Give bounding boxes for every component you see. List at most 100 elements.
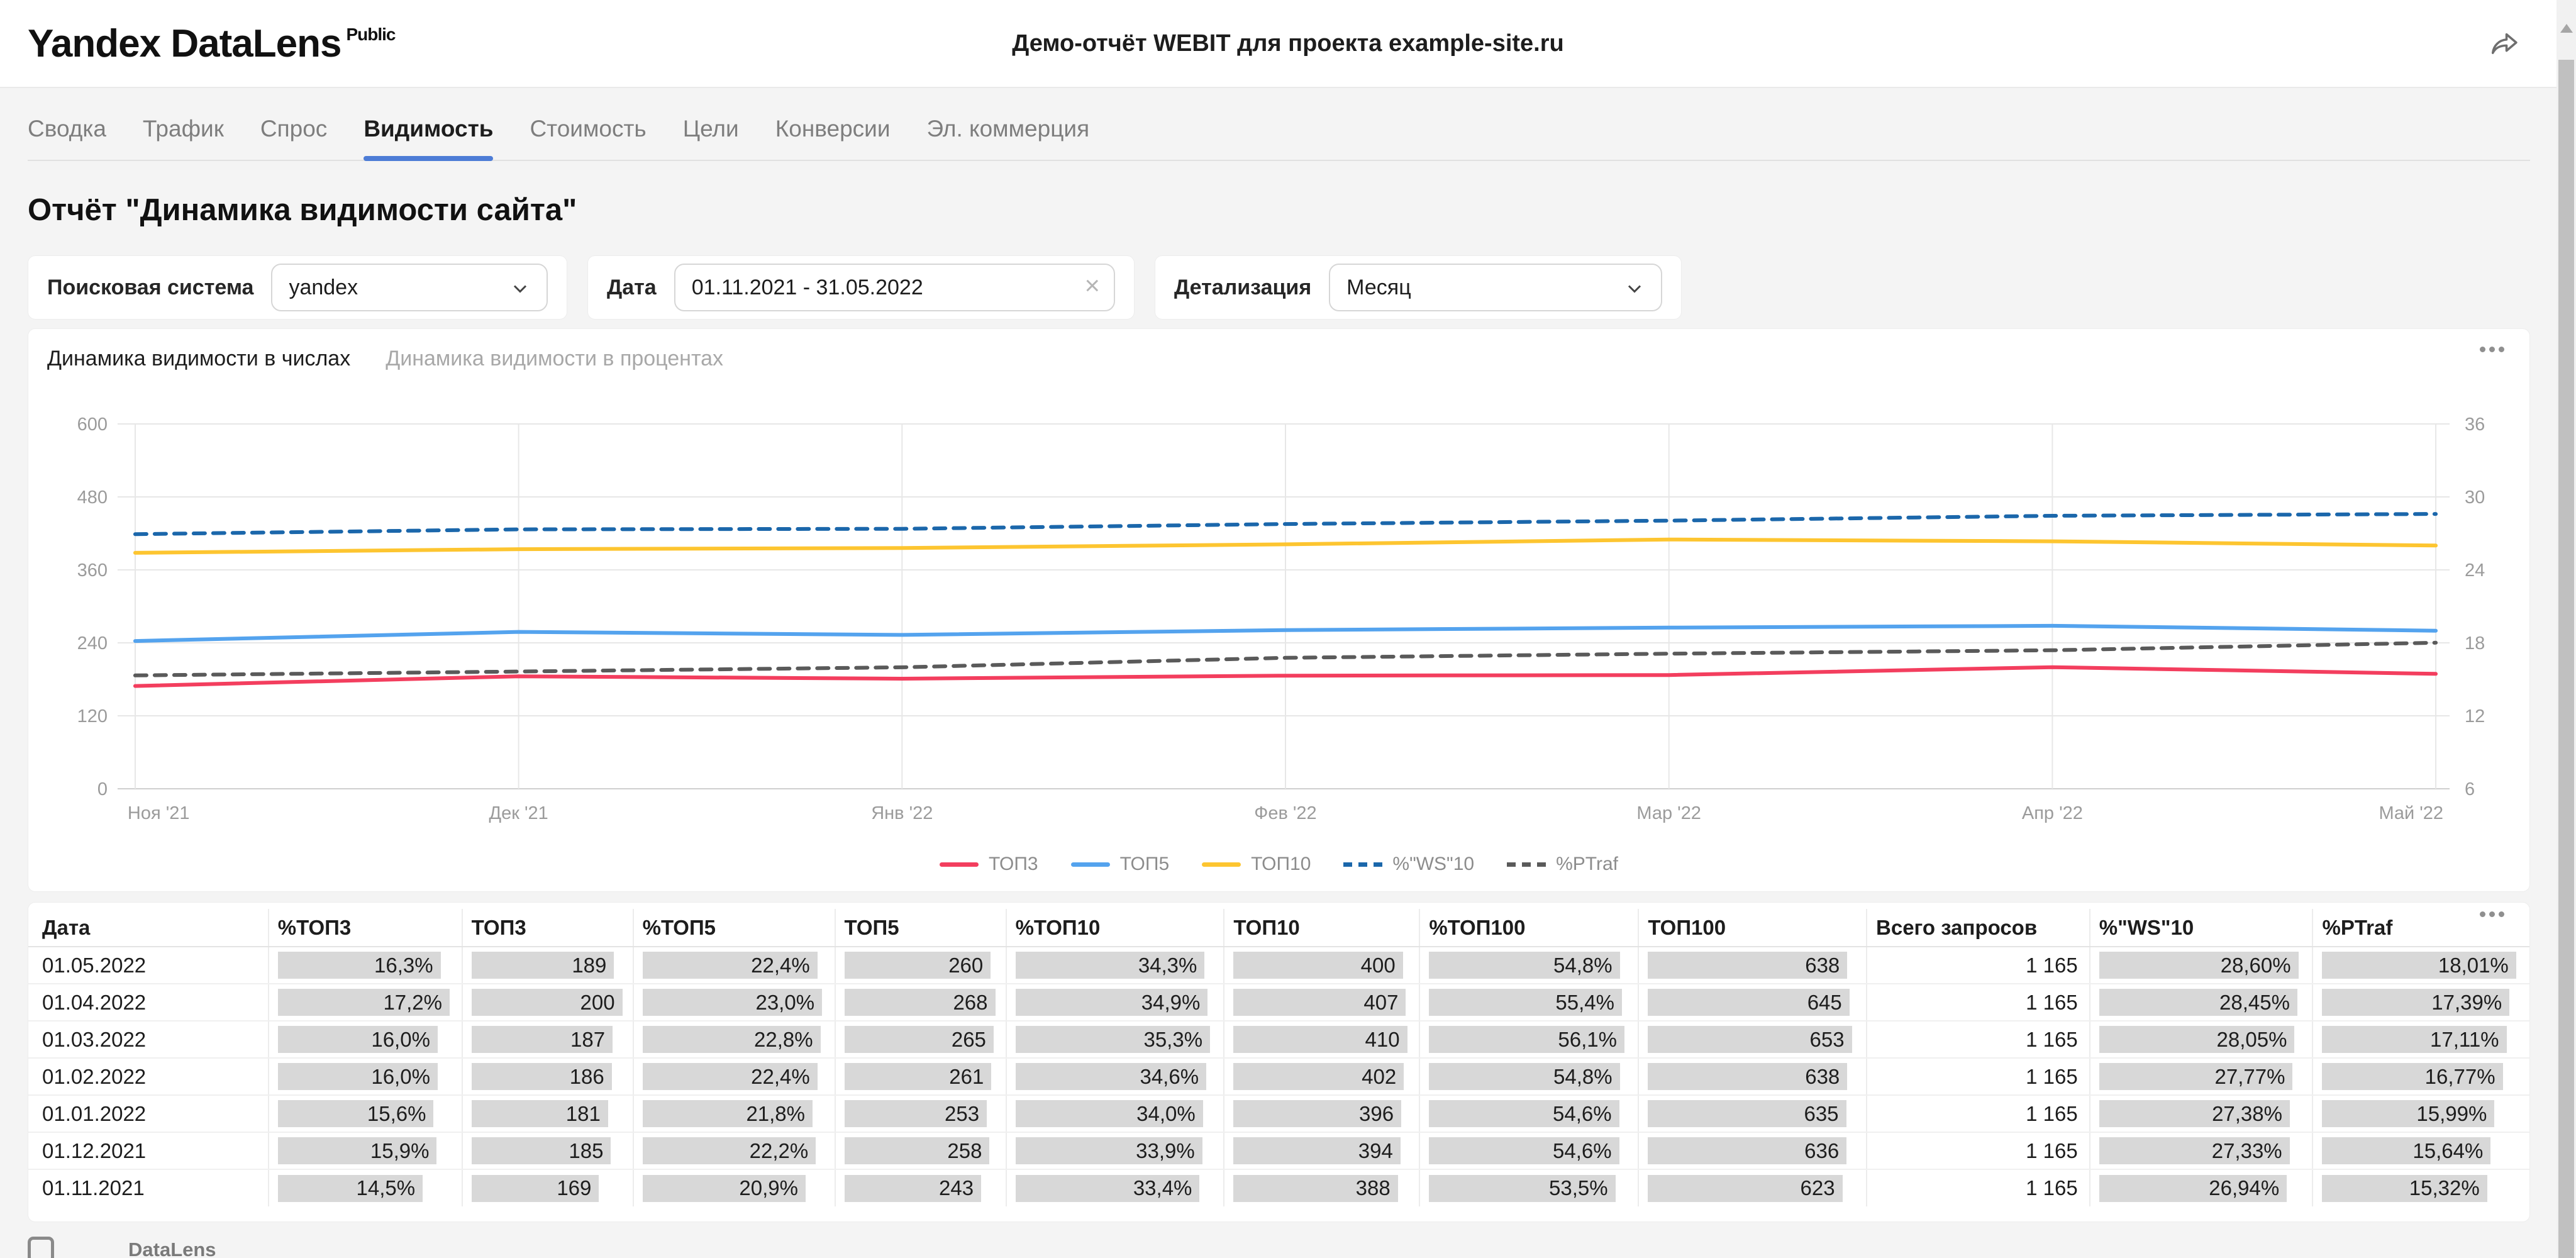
value-bar: 15,99%: [2322, 1100, 2495, 1127]
table-cell: 34,0%: [1005, 1095, 1224, 1133]
value-bar: 400: [1233, 952, 1403, 979]
table-cell: 15,99%: [2312, 1095, 2529, 1133]
table-cell: 169: [461, 1169, 633, 1206]
table-cell: 34,3%: [1005, 947, 1224, 984]
tab-1[interactable]: Сводка: [28, 116, 106, 142]
table-cell: 635: [1638, 1095, 1867, 1133]
tab-6[interactable]: Цели: [682, 116, 739, 142]
table-cell: 01.11.2021: [42, 1176, 145, 1200]
table-row: 01.05.2022 16,3% 189 22,4% 260 34,3% 400 54,8% 6…: [28, 947, 2529, 984]
column-header[interactable]: ТОП10: [1223, 909, 1420, 947]
visibility-table-widget: Дата %ТОП3 ТОП3 %ТОП5 ТОП5 %ТОП10 ТОП10 %ТОП100…: [28, 902, 2530, 1222]
column-header[interactable]: ТОП3: [461, 909, 633, 947]
tab-8[interactable]: Эл. коммерция: [926, 116, 1090, 142]
legend-item[interactable]: %PTraf: [1507, 854, 1618, 875]
table-cell: 35,3%: [1005, 1021, 1224, 1059]
detail-label: Детализация: [1174, 275, 1312, 299]
series-ТОП3: [133, 665, 2438, 688]
value-bar: 28,45%: [2099, 989, 2297, 1016]
table-cell: 56,1%: [1419, 1021, 1639, 1059]
value-bar: 17,11%: [2322, 1026, 2507, 1053]
table-cell: 187: [461, 1021, 633, 1059]
page-scrollbar[interactable]: [2557, 0, 2576, 1258]
value-bar: 645: [1648, 989, 1850, 1016]
scrollbar-thumb[interactable]: [2558, 60, 2574, 1258]
value-bar: 28,05%: [2099, 1026, 2295, 1053]
table-cell: 636: [1638, 1132, 1867, 1170]
table-cell: 394: [1223, 1132, 1420, 1170]
table-cell: 260: [834, 947, 1006, 984]
legend-label: ТОП5: [1119, 854, 1170, 874]
table-cell: 55,4%: [1419, 984, 1639, 1021]
column-header[interactable]: Дата: [28, 909, 269, 947]
line-chart-plot[interactable]: 0 6 120 12 240 18 360 24 480 30 600 36 Ноя '21 Дек '2…: [47, 371, 2511, 847]
chart-tab-1[interactable]: Динамика видимости в числах: [47, 347, 351, 370]
chart-menu-button[interactable]: [2480, 347, 2504, 352]
value-bar: 653: [1648, 1026, 1852, 1053]
tab-5[interactable]: Стоимость: [530, 116, 647, 142]
column-header[interactable]: %ТОП10: [1005, 909, 1224, 947]
table-row: 01.11.2021 14,5% 169 20,9% 243 33,4% 388 53,5% 6…: [28, 1169, 2529, 1206]
tab-2[interactable]: Трафик: [142, 116, 224, 142]
table-cell: 21,8%: [632, 1095, 835, 1133]
column-header[interactable]: %ТОП5: [632, 909, 835, 947]
legend-item[interactable]: ТОП5: [1070, 854, 1170, 875]
table-cell: 01.05.2022: [28, 947, 269, 984]
date-range-value: 01.11.2021 - 31.05.2022: [691, 275, 923, 299]
value-bar: 27,38%: [2099, 1100, 2290, 1127]
chart-tab-2[interactable]: Динамика видимости в процентах: [386, 347, 724, 370]
table-cell: 01.02.2022: [28, 1058, 269, 1096]
search-engine-select[interactable]: yandex: [271, 264, 548, 311]
chevron-down-icon: [513, 285, 527, 293]
table-menu-button[interactable]: [2480, 911, 2504, 917]
legend-item[interactable]: %"WS"10: [1343, 854, 1474, 875]
column-header[interactable]: %ТОП100: [1419, 909, 1639, 947]
tab-3[interactable]: Спрос: [260, 116, 328, 142]
table-row: 01.12.2021 15,9% 185 22,2% 258 33,9% 394 54,6% 6…: [28, 1132, 2529, 1170]
tab-4[interactable]: Видимость: [364, 116, 494, 161]
value-bar: 33,4%: [1015, 1174, 1200, 1202]
table-cell: 638: [1638, 1058, 1867, 1096]
table-cell: 22,4%: [632, 947, 835, 984]
value-bar: 410: [1233, 1026, 1407, 1053]
detail-select[interactable]: Месяц: [1329, 264, 1662, 311]
datalens-brand-label[interactable]: DataLens: [128, 1239, 216, 1258]
filter-date: Дата 01.11.2021 - 31.05.2022 ×: [587, 255, 1135, 320]
table-cell: 16,0%: [267, 1058, 462, 1096]
column-header[interactable]: Всего запросов: [1866, 909, 2090, 947]
value-bar: 394: [1233, 1137, 1401, 1164]
date-range-input[interactable]: 01.11.2021 - 31.05.2022 ×: [674, 264, 1115, 311]
x-axis-label: Янв '22: [871, 803, 933, 823]
value-bar: 53,5%: [1429, 1174, 1616, 1202]
left-axis-tick: 240: [77, 633, 108, 654]
table-cell: 388: [1223, 1169, 1420, 1206]
scroll-up-arrow-icon[interactable]: [2560, 24, 2573, 33]
column-header[interactable]: ТОП5: [834, 909, 1006, 947]
logo-public-badge: Public: [346, 24, 396, 44]
table-cell: 01.04.2022: [28, 984, 269, 1021]
clear-date-icon[interactable]: ×: [1084, 270, 1100, 300]
x-axis-label: Фев '22: [1254, 803, 1316, 823]
value-bar: 636: [1648, 1137, 1847, 1164]
x-axis-label: Апр '22: [2022, 803, 2083, 823]
table-cell: 185: [461, 1132, 633, 1170]
value-bar: 189: [471, 952, 614, 979]
left-axis-tick: 480: [77, 487, 108, 508]
legend-item[interactable]: ТОП3: [940, 854, 1038, 875]
table-cell: 33,4%: [1005, 1169, 1224, 1206]
tab-7[interactable]: Конверсии: [775, 116, 891, 142]
value-bar: 16,77%: [2322, 1063, 2503, 1090]
table-cell: 18,01%: [2312, 947, 2529, 984]
share-icon[interactable]: [2488, 28, 2521, 60]
value-bar: 54,8%: [1429, 952, 1620, 979]
table-cell: 54,8%: [1419, 947, 1639, 984]
table-cell: 28,05%: [2089, 1021, 2313, 1059]
column-header[interactable]: %"WS"10: [2089, 909, 2313, 947]
x-axis-label: Май '22: [2379, 803, 2443, 823]
table-cell: 16,77%: [2312, 1058, 2529, 1096]
legend-item[interactable]: ТОП10: [1202, 854, 1311, 875]
table-cell: 402: [1223, 1058, 1420, 1096]
column-header[interactable]: %ТОП3: [267, 909, 462, 947]
column-header[interactable]: ТОП100: [1638, 909, 1867, 947]
x-axis-label: Мар '22: [1636, 803, 1701, 823]
